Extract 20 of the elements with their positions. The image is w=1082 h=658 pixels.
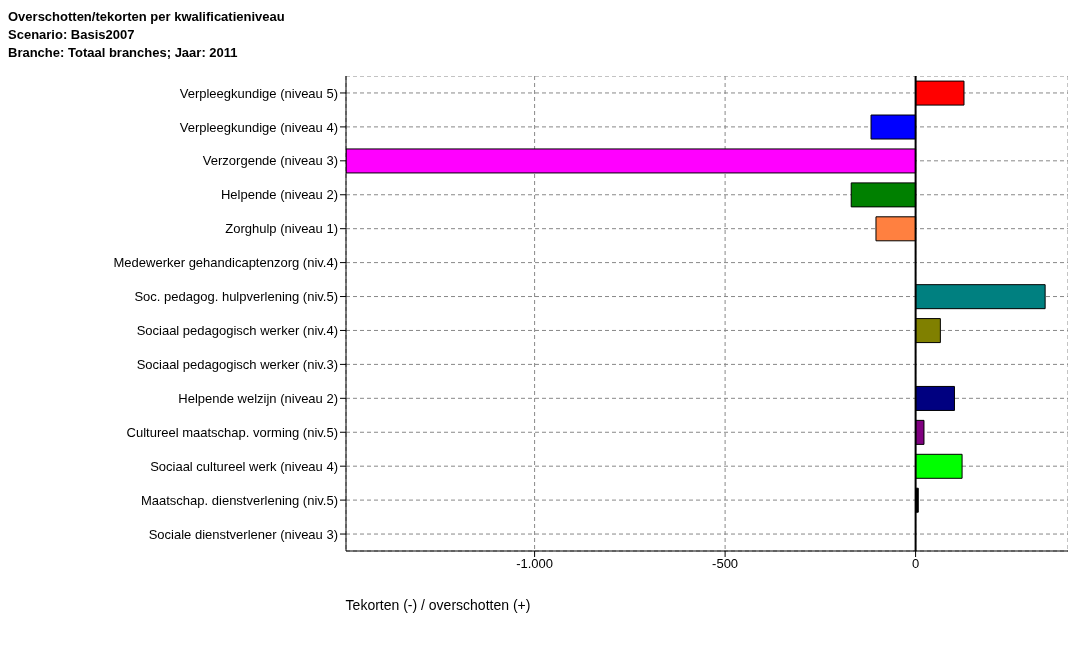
text: Scenario: Basis2007 Branche: Totaal branches; Jaar: 2011 [8,26,239,62]
y-tick-label: Verzorgende (niveau 3) [202,153,338,169]
y-tick-label: Helpende welzijn (niveau 2) [178,390,338,406]
y-tick-label: Sociaal cultureel werk (niveau 4) [150,458,338,474]
y-tick-label: Maatschap. dienstverlening (niv.5) [140,492,338,508]
y-tick-label: Verpleegkundige (niveau 4) [179,119,338,135]
y-tick-label: Soc. pedagog. hulpverlening (niv.5) [134,289,338,305]
y-tick-label: Helpende (niveau 2) [220,187,338,203]
x-axis-title: Tekorten (-) / overschotten (+) [344,597,532,613]
x-tick-label: 0 [911,556,920,572]
y-tick-label: Sociaal pedagogisch werker (niv.4) [136,323,338,339]
y-tick-label: Cultureel maatschap. vorming (niv.5) [126,424,338,440]
y-tick-label: Verpleegkundige (niveau 5) [179,85,338,101]
x-tick-label: -500 [712,556,739,572]
y-tick-label: Medewerker gehandicaptenzorg (niv.4) [113,255,338,271]
y-tick-label: Zorghulp (niveau 1) [225,221,338,237]
y-tick-label: Sociale dienstverlener (niveau 3) [148,526,338,542]
y-tick-label: Sociaal pedagogisch werker (niv.3) [136,357,338,373]
text: Overschotten/tekorten per kwalificatieniveau [8,8,286,26]
x-tick-label: -1.000 [516,556,554,572]
